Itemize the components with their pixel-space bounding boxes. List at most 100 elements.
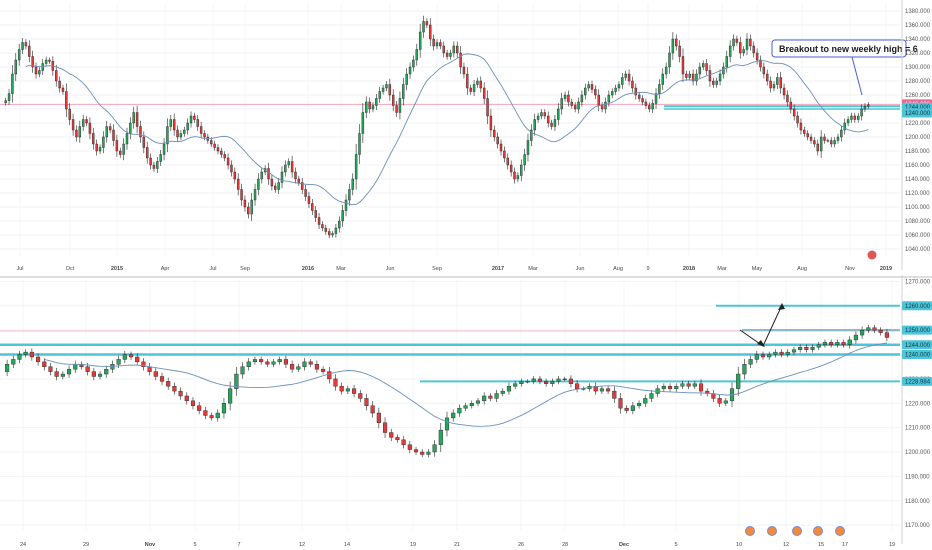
candle-body-weekly [408,66,412,75]
candle-body-weekly [44,59,48,64]
candle-body-weekly [85,119,88,124]
candle-body-weekly [698,66,702,75]
x-tick-label-weekly: May [752,266,763,272]
candle-body-weekly [61,87,65,92]
event-marker-icon [767,526,777,536]
candle-body-weekly [691,73,695,82]
candle-body-weekly [284,164,287,173]
candle-body-weekly [321,224,324,229]
candle-body-4h [506,386,512,392]
candle-body-weekly [472,84,476,92]
candle-body-4h [302,361,307,367]
candle-body-4h [389,432,394,438]
candle-body-weekly [230,164,233,173]
candle-body-weekly [735,38,739,43]
candle-body-weekly [14,59,18,75]
candle-body-4h [29,351,34,358]
candle-body-4h [97,373,103,377]
candle-body-weekly [391,94,395,106]
candle-body-4h [674,386,679,389]
x-tick-label-weekly: 9 [646,266,649,272]
x-tick-label-4h: 15 [818,542,824,548]
candle-body-weekly [833,140,836,145]
candle-body-weekly [11,73,14,94]
candle-body-weekly [792,108,796,117]
candle-body-weekly [766,73,769,82]
candle-body-4h [190,400,196,406]
candle-body-weekly [627,73,631,82]
candle-body-weekly [594,89,597,96]
candle-body-weekly [867,104,870,107]
candle-body-weekly [749,38,752,47]
candle-body-weekly [846,119,850,124]
candle-body-weekly [243,199,247,208]
candle-body-weekly [786,94,789,103]
event-marker-icon [792,526,802,536]
candle-body-weekly [4,100,7,103]
candle-body-weekly [304,189,307,197]
callout-pointer [851,56,863,96]
candle-body-4h [878,329,883,333]
candle-body-weekly [445,52,449,57]
candle-body-weekly [92,133,95,145]
candle-body-weekly [742,49,745,54]
candle-body-weekly [196,119,199,127]
candle-body-weekly [789,101,793,110]
candle-body-weekly [563,94,567,99]
candle-body-4h [426,451,431,455]
price-axes[interactable]: 1380.000 1360.000 1340.000 1320.000 1300.000… [901,0,931,544]
y-tick-label-4h: 1210.000 [905,426,931,432]
candle-body-4h [829,342,834,345]
time-axes[interactable]: Jul Oct 2015 Apr Jul Sep 2016 Mar Jun Sep 2017 Mar J… [16,266,895,548]
candle-body-4h [23,351,28,355]
candle-body-4h [66,368,72,375]
x-tick-label-4h: Dec [619,542,629,548]
candle-body-weekly [654,93,658,104]
candle-body-4h [395,437,400,441]
candle-body-weekly [712,80,715,85]
candle-body-weekly [361,112,365,134]
candle-body-weekly [435,42,439,47]
candle-body-4h [73,364,78,370]
x-tick-label-4h: 10 [736,542,742,548]
candle-body-4h [327,371,332,380]
candle-body-weekly [675,38,678,47]
candle-body-weekly [755,52,759,61]
y-tick-label-weekly: 1300.000 [905,65,931,71]
candle-body-weekly [476,80,479,85]
candle-body-weekly [496,136,499,145]
candle-body-weekly [119,150,122,155]
support-resistance-lines[interactable] [0,103,900,383]
y-tick-label-weekly: 1320.000 [905,51,931,57]
candle-body-weekly [543,112,547,117]
candle-body-weekly [226,157,230,166]
candle-body-4h [810,347,815,350]
candle-body-weekly [105,126,108,138]
candle-body-4h [166,381,171,387]
candle-body-4h [847,339,852,345]
candle-body-4h [265,361,270,365]
candle-body-weekly [267,168,270,180]
candle-body-4h [686,383,691,387]
candle-body-4h [135,356,140,363]
candle-body-weekly [482,87,486,99]
candle-body-4h [637,403,642,406]
candle-body-weekly [381,87,385,92]
x-tick-label-weekly: Sep [432,266,442,272]
candle-body-weekly [580,94,584,103]
candle-body-4h [321,368,326,372]
candle-body-4h [178,390,183,397]
candle-body-4h [283,359,288,365]
candle-body-4h [141,361,146,367]
candle-body-4h [624,407,629,411]
candle-body-weekly [28,45,31,57]
candle-body-4h [104,368,109,375]
candle-body-weekly [573,105,577,110]
candle-body-4h [692,383,697,387]
candle-body-weekly [277,182,280,190]
candle-body-4h [42,361,47,367]
candle-body-4h [773,351,778,355]
candle-body-weekly [806,133,809,138]
candle-body-4h [240,366,245,375]
